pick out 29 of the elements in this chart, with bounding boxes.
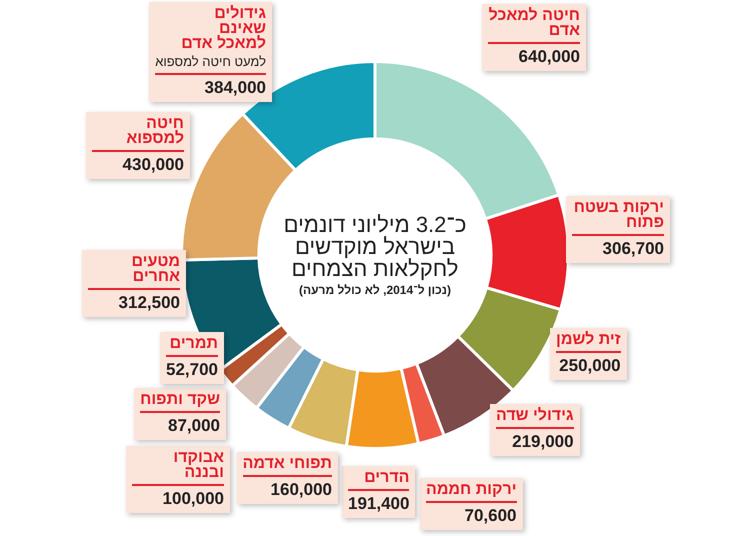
slice-label: אבוקדו ובננה — [172, 449, 224, 481]
data-label: 312,500 — [118, 293, 180, 313]
data-label: 87,000 — [167, 416, 220, 436]
slice-label: ירקות בשטח פתוח — [572, 199, 664, 231]
slice-label: זית לשמן — [556, 331, 621, 348]
slice-label: תמרים — [168, 335, 218, 352]
slice-label: גידולים שאינם למאכל אדם — [180, 5, 266, 52]
text: למעט חיטה למספוא — [155, 54, 266, 69]
data-label: 384,000 — [204, 78, 266, 98]
slice-label: הדרים — [363, 469, 410, 486]
data-label: 250,000 — [558, 356, 621, 376]
data-label: 640,000 — [518, 47, 580, 67]
slice-label: תפוחי אדמה — [242, 455, 332, 472]
data-label: 191,400 — [348, 494, 410, 514]
slice-label: שקד ותפוח — [140, 391, 220, 408]
data-label: 100,000 — [162, 489, 224, 509]
data-label: 70,600 — [464, 506, 517, 526]
data-label: 306,700 — [602, 239, 664, 259]
data-label: 219,000 — [511, 432, 574, 452]
data-label: 430,000 — [122, 155, 184, 175]
slice-label: ירקות חממה — [426, 481, 517, 498]
slice-label: חיטה למספוא — [125, 115, 184, 147]
slice-label: חיטה למאכל אדם — [488, 7, 580, 39]
slice-label: מטעים אחרים — [130, 253, 180, 285]
data-label: 160,000 — [270, 480, 332, 500]
text: (נכון ל־2014, לא כולל מרעה) — [299, 282, 451, 296]
data-label: 52,700 — [166, 360, 218, 380]
slice-label: גידולי שדה — [496, 407, 574, 424]
text: כ־3.2 מיליוני דונמים בישראל מוקדשים לחקלאות הצמחים — [282, 212, 468, 280]
